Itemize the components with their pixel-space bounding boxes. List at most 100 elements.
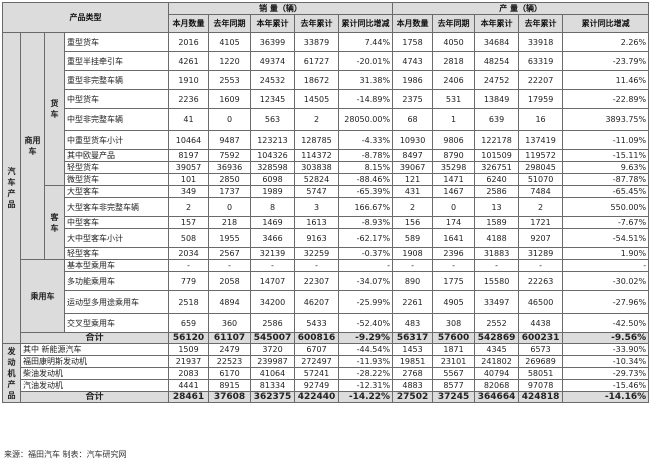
value-cell: 17959 [518,89,564,109]
value-cell: 101509 [474,149,520,162]
value-cell: - [562,259,650,272]
value-cell: 33497 [474,290,520,314]
value-cell: - [518,259,564,272]
value-cell: 24752 [474,70,520,90]
total-label: 合计 [20,332,169,344]
value-cell: 14707 [250,271,295,291]
value-cell: 28050.00% [337,108,394,131]
table-row: 柴油发动机 2083 6170 41064 57241 -28.22% 2768 5567 40… [3,367,650,380]
value-cell: 890 [392,271,434,291]
value-cell: 1467 [432,185,476,198]
category-auto-products: 汽车产品 [2,32,21,344]
source-note: 来源：福田汽车 制表：汽车研究网 [4,450,127,459]
value-cell: 0 [208,197,251,217]
table-row: 微型货车 101 2850 6098 52824 -88.46% 121 1471 6240 51… [3,173,650,186]
row-label: 运动型多用途乘用车 [64,290,169,314]
value-cell: 639 [474,108,520,131]
column-header: 去年累计 [294,14,339,33]
value-cell: 97078 [518,379,564,392]
value-cell: 589 [392,228,434,248]
column-header: 累计同比增减 [562,14,650,33]
value-cell: -34.07% [337,271,394,291]
value-cell: 36936 [208,161,251,174]
value-cell: -42.50% [562,313,650,333]
value-cell: 563 [250,108,295,131]
value-cell: 0 [432,197,476,217]
table-row: 中型非完整车辆 41 0 563 2 28050.00% 68 1 639 16 3893.75% [3,108,650,131]
value-cell: 6573 [518,343,564,356]
value-cell: 2406 [432,70,476,90]
value-cell: -20.01% [337,51,394,71]
value-cell: 2236 [168,89,209,109]
value-cell: 8577 [432,379,476,392]
value-cell: -54.51% [562,228,650,248]
value-cell: - [208,259,251,272]
value-cell: 4894 [208,290,251,314]
row-label: 其中 新能源汽车 [20,343,169,356]
value-cell: 48254 [474,51,520,71]
column-header: 去年同期 [432,14,476,33]
value-cell: 2586 [474,185,520,198]
value-cell: 56317 [392,332,434,344]
table-row: 中型客车 157 218 1469 1613 -8.93% 156 174 1589 1721 -7… [3,216,650,229]
value-cell: 218 [208,216,251,229]
value-cell: 104326 [250,149,295,162]
value-cell: 15580 [474,271,520,291]
value-cell: 11.46% [562,70,650,90]
table-row: 中型货车 2236 1609 12345 14505 -14.89% 2375 531 1384… [3,89,650,109]
value-cell: 600231 [518,332,564,344]
value-cell: 3893.75% [562,108,650,131]
value-cell: -30.02% [562,271,650,291]
value-cell: 4441 [168,379,209,392]
value-cell: 1871 [432,343,476,356]
value-cell: 1721 [518,216,564,229]
value-cell: 24532 [250,70,295,90]
value-cell: 1471 [432,173,476,186]
table-row: 轻型客车 2034 2567 32139 32259 -0.37% 1908 2396 3188… [3,247,650,260]
value-cell: 9806 [432,130,476,150]
value-cell: 156 [392,216,434,229]
value-cell: 39067 [392,161,434,174]
value-cell: -27.96% [562,290,650,314]
value-cell: 303838 [294,161,339,174]
value-cell: 4105 [208,32,251,52]
value-cell: 2553 [208,70,251,90]
value-cell: 1910 [168,70,209,90]
value-cell: 92749 [294,379,339,392]
value-cell: -8.93% [337,216,394,229]
column-header: 去年累计 [518,14,564,33]
column-header: 本月数量 [168,14,209,33]
value-cell: 40794 [474,367,520,380]
row-label: 大中型客车小计 [64,228,169,248]
value-cell: 2518 [168,290,209,314]
value-cell: 6707 [294,343,339,356]
value-cell: 779 [168,271,209,291]
value-cell: 1220 [208,51,251,71]
value-cell: 422440 [294,391,339,403]
value-cell: 1613 [294,216,339,229]
header-row: 产品类型销 量（辆）产 量（辆） [2,2,650,33]
value-cell: 8.15% [337,161,394,174]
value-cell: 424818 [518,391,564,403]
value-cell: 2 [392,197,434,217]
value-cell: 166.67% [337,197,394,217]
value-cell: - [432,259,476,272]
value-cell: -9.56% [562,332,650,344]
value-cell: 4438 [518,313,564,333]
table-row: 大中型客车小计 508 1955 3466 9163 -62.17% 589 1641 4188… [3,228,650,248]
row-label: 中型货车 [64,89,169,109]
value-cell: 1469 [250,216,295,229]
value-cell: 272497 [294,355,339,368]
table-row: 大型客车非完整车辆 2 0 8 3 166.67% 2 0 13 2 550.00% [3,197,650,217]
row-label: 柴油发动机 [20,367,169,380]
value-cell: -52.40% [337,313,394,333]
value-cell: -15.46% [562,379,650,392]
value-cell: 349 [168,185,209,198]
value-cell: -4.33% [337,130,394,150]
value-cell: 328598 [250,161,295,174]
value-cell: -11.93% [337,355,394,368]
value-cell: -10.34% [562,355,650,368]
value-cell: - [392,259,434,272]
value-cell: 241802 [474,355,520,368]
table-row: 轻型货车 39057 36936 328598 303838 8.15% 39067 3529… [3,161,650,174]
